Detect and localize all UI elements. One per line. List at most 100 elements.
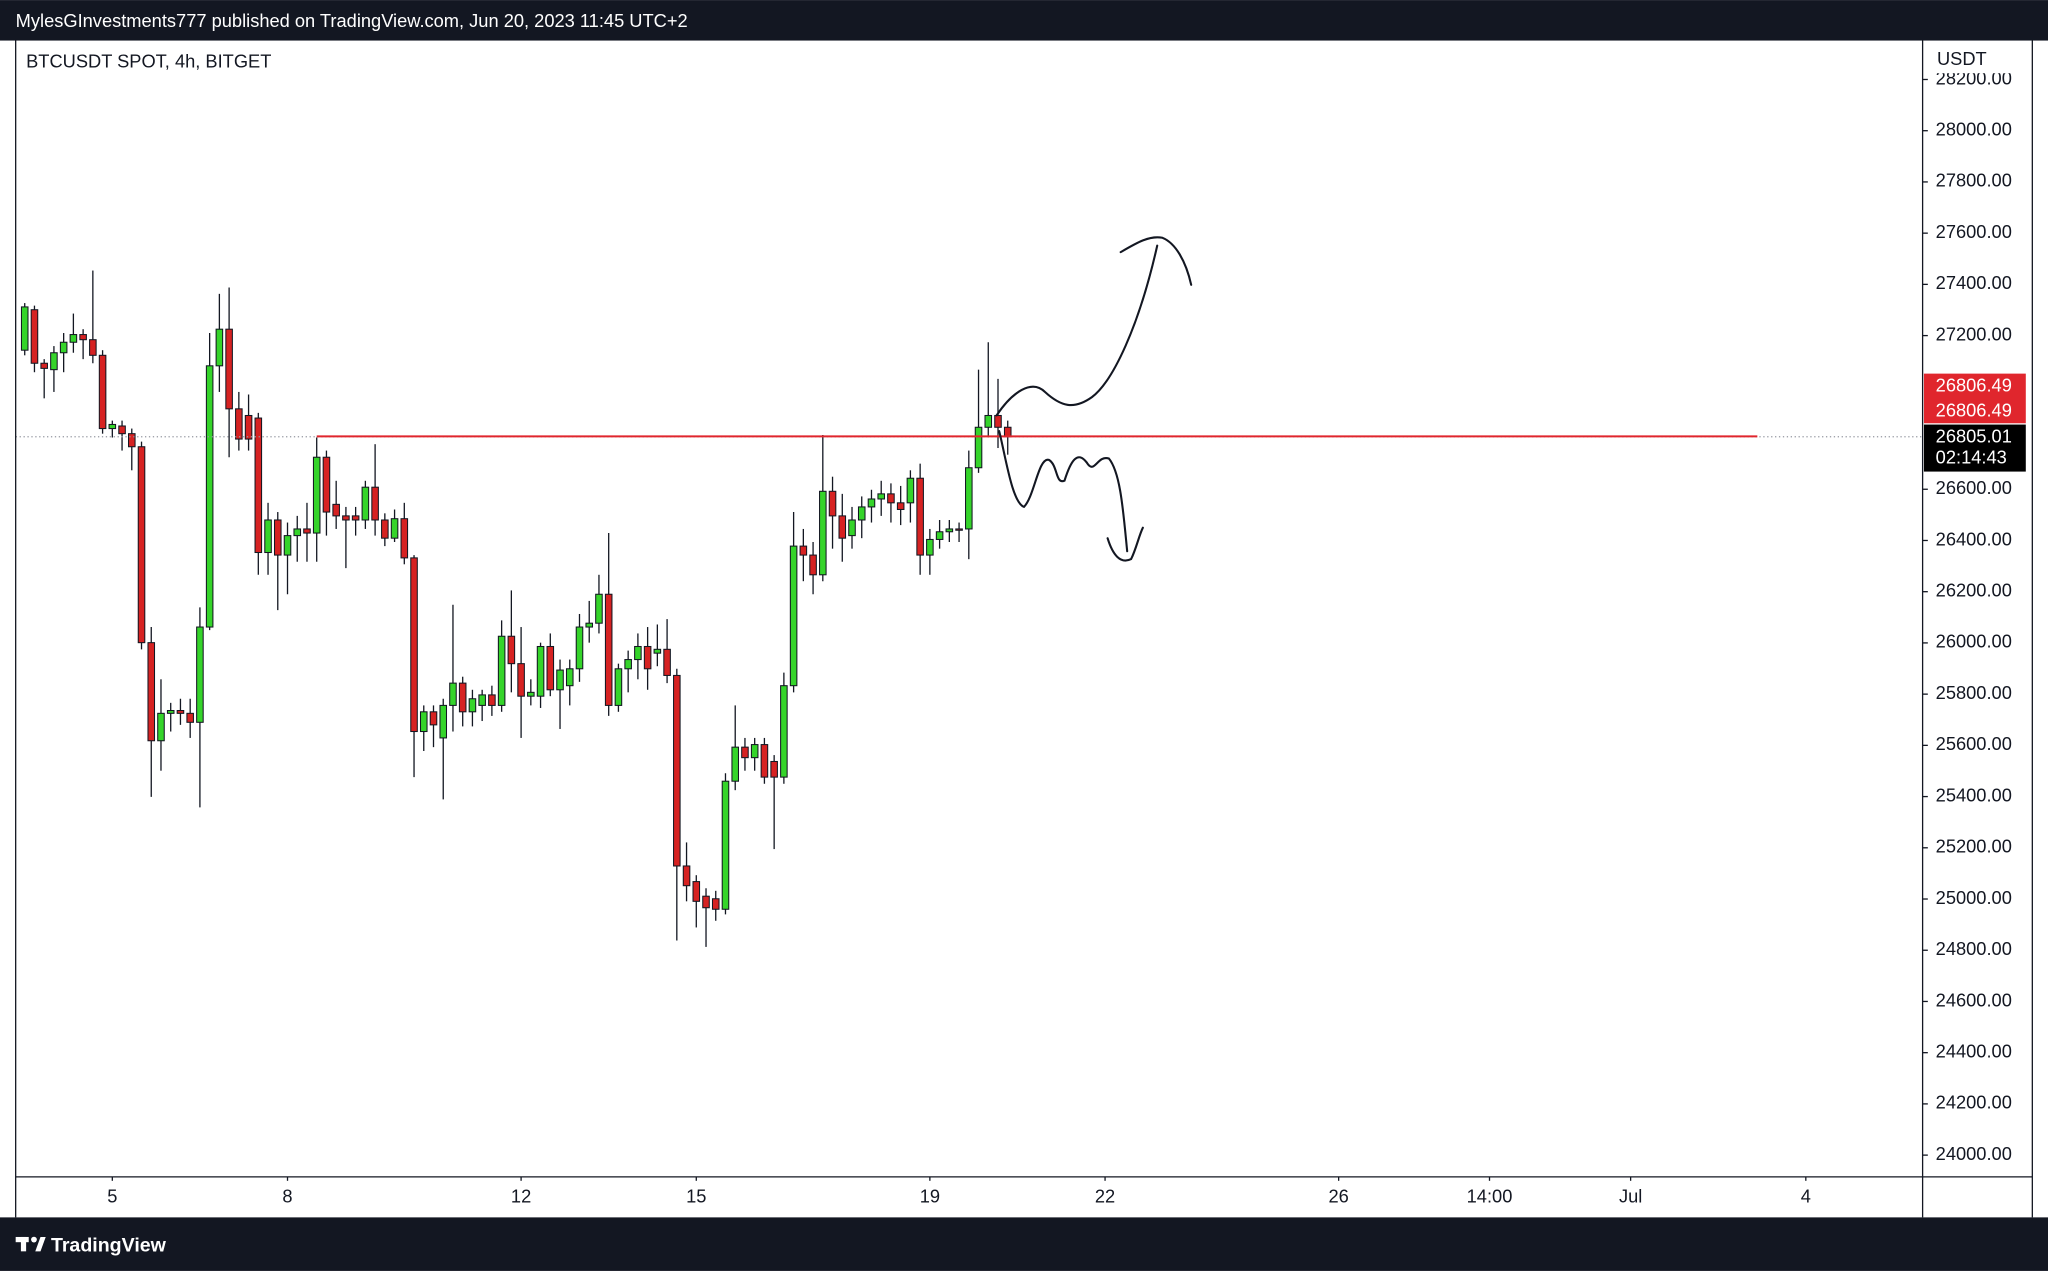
chart-title: BTCUSDT SPOT, 4h, BITGET [26,51,271,72]
y-tick-label: 27800.00 [1936,170,2012,191]
y-tick-label: 24400.00 [1936,1041,2012,1062]
candle-body [575,626,584,670]
candle-body [147,642,156,742]
candle-body [342,515,350,521]
x-tick-label: 8 [282,1186,292,1207]
level-label: 26806.49 [1936,375,2012,396]
candle-body [332,503,340,517]
candle-body [546,645,555,691]
candle-body [565,668,574,687]
y-tick-label: 24600.00 [1936,989,2012,1010]
candle-body [157,712,165,742]
candle-body [857,506,866,521]
candle-body [108,423,117,430]
candle-body [351,515,360,521]
candle-body [926,538,934,556]
candle-body [517,663,525,697]
candle-body [488,694,496,706]
y-tick-label: 28000.00 [1936,119,2012,140]
x-tick-label: 26 [1328,1186,1348,1207]
candle-body [1003,426,1012,438]
last-price-label: 26805.01 [1936,425,2012,446]
candle-body [79,334,87,341]
y-tick-label: 26600.00 [1936,477,2012,498]
candle-body [585,622,594,628]
candle-body [896,502,905,511]
candle-body [381,519,389,539]
candle-body [127,433,136,448]
candle-body [20,306,29,351]
candle-body [59,341,68,354]
level-badge [1923,373,2026,424]
last-price-badge [1923,424,2026,472]
brand-logo [15,1236,46,1252]
candle-body [848,519,856,537]
y-tick-label: 25000.00 [1936,887,2012,908]
candle-body [497,635,506,706]
candle-body [556,669,564,691]
candle-body [371,486,379,521]
candle-body [877,493,885,500]
candle-body [293,528,302,537]
candle-body [984,414,993,428]
candle-body [828,490,837,517]
candle-body [867,498,876,508]
x-tick-label: 14:00 [1467,1186,1513,1207]
hand-drawing [995,236,1193,562]
candle-body [673,674,681,867]
y-tick-label: 26200.00 [1936,580,2012,601]
candle-body [750,744,759,759]
candle-body [906,477,915,504]
y-tick-label: 27400.00 [1936,272,2012,293]
candle-body [30,309,39,364]
candle-body [536,645,545,697]
candle-body [809,554,817,576]
candle-body [692,881,701,902]
candle-body [322,456,331,513]
candle-body [361,486,370,521]
candle-body [235,408,243,440]
y-tick-label: 25200.00 [1936,836,2012,857]
candle-body [458,682,467,713]
candle-body [186,712,194,723]
brand-name: TradingView [51,1234,167,1256]
candle-body [205,365,214,628]
candle-body [468,698,477,713]
footer-bar [0,1217,2048,1271]
candle-body [69,334,78,343]
y-tick-label: 25600.00 [1936,733,2012,754]
candle-body [303,528,311,534]
candle-body [965,467,973,530]
candle-body [254,417,263,554]
candle-body [527,691,535,697]
candle-body [595,593,603,624]
candle-body [439,704,448,739]
candle-body [244,414,253,440]
candle-body [419,711,428,733]
candle-body [721,780,730,910]
y-tick-label: 26000.00 [1936,631,2012,652]
candle-body [166,710,175,714]
candle-body [663,648,671,676]
candle-body [449,682,457,706]
header-text: MylesGInvestments777 published on Tradin… [16,10,688,31]
candle-body [429,711,438,726]
y-tick-label: 27200.00 [1936,323,2012,344]
candle-body [935,531,944,540]
candle-body [390,518,399,539]
candle-body [741,746,749,759]
candle-body [410,557,418,733]
y-tick-label: 25800.00 [1936,682,2012,703]
candle-body [215,328,224,367]
candle-body [838,515,847,539]
candle-body [118,425,126,435]
y-tick-label: 26400.00 [1936,528,2012,549]
candle-body [974,426,983,469]
candle-body [507,635,516,665]
candle-body [50,352,58,371]
y-tick-label: 24800.00 [1936,938,2012,959]
x-tick-label: 22 [1095,1186,1115,1207]
candle-body [643,645,652,670]
